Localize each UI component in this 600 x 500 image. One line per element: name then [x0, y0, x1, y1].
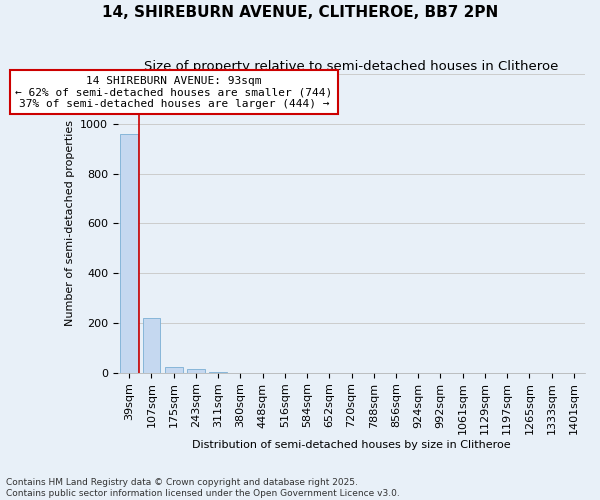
Title: Size of property relative to semi-detached houses in Clitheroe: Size of property relative to semi-detach…: [145, 60, 559, 73]
X-axis label: Distribution of semi-detached houses by size in Clitheroe: Distribution of semi-detached houses by …: [192, 440, 511, 450]
Text: Contains HM Land Registry data © Crown copyright and database right 2025.
Contai: Contains HM Land Registry data © Crown c…: [6, 478, 400, 498]
Bar: [187, 369, 205, 372]
Text: 14 SHIREBURN AVENUE: 93sqm
← 62% of semi-detached houses are smaller (744)
37% o: 14 SHIREBURN AVENUE: 93sqm ← 62% of semi…: [15, 76, 332, 109]
Text: 14, SHIREBURN AVENUE, CLITHEROE, BB7 2PN: 14, SHIREBURN AVENUE, CLITHEROE, BB7 2PN: [102, 5, 498, 20]
Bar: [120, 134, 138, 372]
Bar: [143, 318, 160, 372]
Y-axis label: Number of semi-detached properties: Number of semi-detached properties: [65, 120, 74, 326]
Bar: [165, 366, 182, 372]
